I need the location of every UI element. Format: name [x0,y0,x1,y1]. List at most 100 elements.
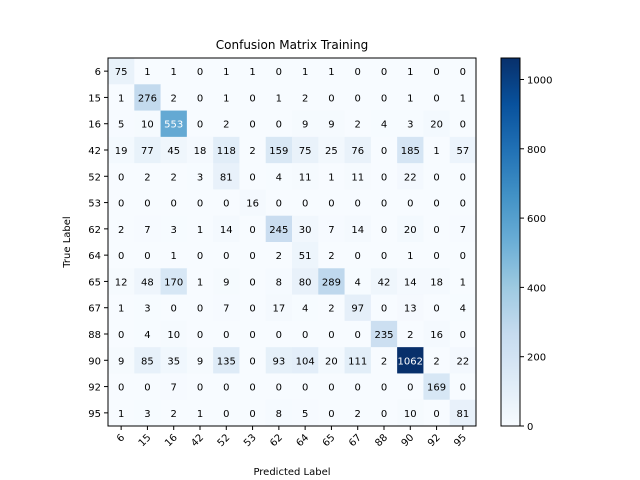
cell-value-label: 1 [118,304,124,315]
heatmap-cell [239,110,267,138]
cell-value-label: 1 [276,93,282,104]
heatmap-cell [292,373,319,401]
heatmap-cell [318,347,345,374]
heatmap-cell [108,84,135,111]
heatmap-cell [160,189,188,217]
cell-value-label: 0 [276,330,282,341]
heatmap-cell [239,268,267,295]
heatmap-cell [213,320,240,348]
cell-value-label: 81 [220,172,233,183]
heatmap-cell [265,189,293,217]
cell-value-label: 0 [460,172,466,183]
heatmap-cell [292,268,319,295]
cell-value-label: 0 [249,356,255,367]
heatmap-cell [160,136,188,164]
heatmap-cell [239,373,267,401]
cell-value-label: 9 [197,356,203,367]
cell-value-label: 0 [381,172,387,183]
heatmap-cell [397,373,424,401]
colorbar-tick-label: 800 [527,145,546,156]
heatmap-cell [265,215,293,243]
cell-value-label: 77 [141,146,154,157]
y-tick-label: 6 [95,67,101,78]
heatmap-cell [108,58,135,85]
heatmap-cell [318,163,345,190]
cell-value-label: 5 [118,120,124,131]
heatmap-cell [397,242,424,269]
heatmap-cell [318,294,345,322]
cell-value-label: 135 [217,356,236,367]
heatmap-cell [186,84,214,111]
x-tick-label: 95 [452,432,469,449]
heatmap-cell [239,136,267,164]
heatmap-cell [344,163,372,190]
cell-value-label: 2 [355,120,361,131]
heatmap-cell [134,84,161,111]
y-tick-label: 53 [88,199,101,210]
heatmap-cell [423,189,451,217]
heatmap-cell [370,110,398,138]
heatmap-cell [397,320,424,348]
x-tick-label: 92 [426,432,443,449]
cell-value-label: 14 [351,225,364,236]
heatmap-cell [423,163,451,190]
cell-value-label: 1 [407,251,413,262]
x-tick-label: 53 [242,432,259,449]
colorbar-tick-label: 200 [527,353,546,364]
cell-value-label: 0 [249,251,255,262]
colorbar-tick-label: 400 [527,283,546,294]
colorbar [500,57,521,427]
heatmap-cell [449,373,477,401]
cell-value-label: 0 [118,383,124,394]
heatmap-cell [397,58,424,85]
cell-value-label: 170 [164,277,183,288]
heatmap-cell [134,110,161,138]
heatmap-cell [213,294,240,322]
heatmap-cell [344,268,372,295]
cell-value-label: 0 [223,330,229,341]
heatmap-cell [370,242,398,269]
cell-value-label: 0 [197,383,203,394]
heatmap-cell [423,268,451,295]
heatmap-cell [344,373,372,401]
cell-value-label: 0 [276,67,282,78]
heatmap-cell [370,58,398,85]
cell-value-label: 2 [433,356,439,367]
cell-value-label: 48 [141,277,154,288]
heatmap-cell [370,84,398,111]
heatmap-cell [292,320,319,348]
cell-value-label: 0 [407,383,413,394]
heatmap-cell [213,215,240,243]
cell-value-label: 0 [118,251,124,262]
cell-value-label: 0 [355,383,361,394]
cell-value-label: 0 [249,93,255,104]
cell-value-label: 9 [328,120,334,131]
heatmap-cell [160,320,188,348]
x-tick-label: 90 [400,432,417,449]
heatmap-cell [134,163,161,190]
cell-value-label: 0 [433,251,439,262]
cell-value-label: 2 [171,172,177,183]
heatmap-cell [292,215,319,243]
cell-value-label: 1 [223,67,229,78]
cell-value-label: 0 [381,409,387,420]
heatmap-cell [186,110,214,138]
cell-value-label: 0 [144,199,150,210]
cell-value-label: 0 [302,199,308,210]
heatmap-cell [186,215,214,243]
y-tick-label: 62 [88,225,101,236]
cell-value-label: 85 [141,356,154,367]
heatmap-cell [239,294,267,322]
colorbar-tick-label: 600 [527,214,546,225]
x-tick-label: 15 [137,432,154,449]
cell-value-label: 20 [430,120,443,131]
heatmap-cell [239,215,267,243]
cell-value-label: 1 [118,93,124,104]
heatmap-cell [186,294,214,322]
cell-value-label: 8 [276,277,282,288]
cell-value-label: 2 [171,409,177,420]
cell-value-label: 169 [427,383,446,394]
cell-value-label: 118 [217,146,236,157]
y-tick-label: 16 [88,120,101,131]
cell-value-label: 10 [404,409,417,420]
